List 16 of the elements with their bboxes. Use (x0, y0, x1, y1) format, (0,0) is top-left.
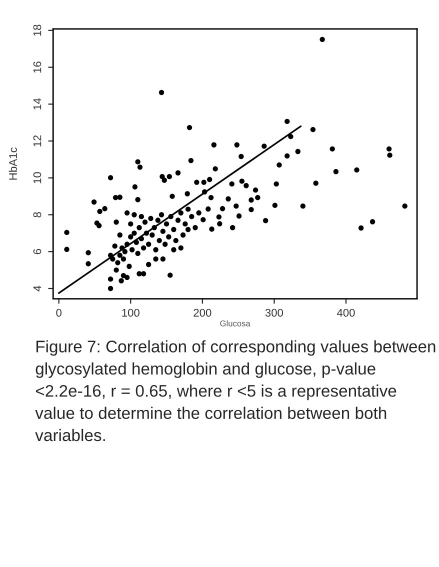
x-tick-label: 200 (194, 308, 212, 317)
y-tick-label: 18 (33, 24, 42, 36)
x-tick-label: 300 (265, 308, 284, 317)
x-axis-title: Glucosa (220, 320, 250, 326)
y-tick-label: 14 (33, 98, 42, 110)
y-tick-label: 4 (33, 286, 42, 292)
x-tick-label: 0 (56, 308, 62, 317)
y-axis-title: HbA1c (8, 147, 17, 180)
x-tick-label: 400 (336, 308, 355, 317)
y-tick-label: 8 (33, 212, 42, 218)
y-tick-label: 16 (33, 62, 42, 73)
caption: Figure 7: Correlation of corresponding values between glycosylated hemoglobin and glucose, p-value <2.2e-16, r = 0.65, where r <5 is a representative value to determine the correlation between both variables. (35, 340, 436, 442)
x-tick-label: 100 (122, 308, 140, 317)
y-tick-label: 6 (33, 249, 42, 254)
y-tick-label: 12 (33, 135, 42, 146)
y-tick-label: 10 (33, 172, 42, 184)
